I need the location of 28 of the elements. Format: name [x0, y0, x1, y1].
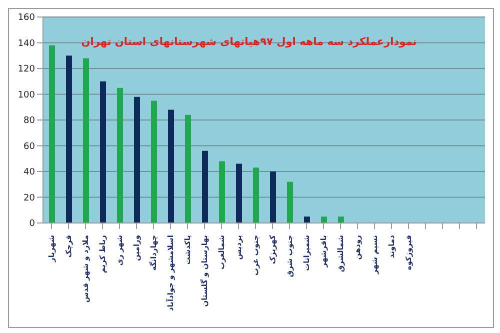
y-tick-label: 80: [24, 116, 36, 126]
bar: [338, 216, 344, 223]
bar: [304, 216, 310, 223]
bar: [168, 110, 174, 223]
y-tick-label: 40: [24, 168, 36, 178]
bar: [321, 216, 327, 223]
y-tick-label: 60: [24, 142, 36, 152]
bar: [219, 161, 225, 223]
bar: [270, 172, 276, 223]
y-tick-label: 20: [24, 193, 36, 204]
bar: [66, 56, 72, 223]
y-tick-label: 0: [29, 219, 36, 230]
bar: [253, 168, 259, 223]
y-tick-label: 140: [18, 38, 36, 49]
bar: [287, 182, 293, 223]
bar: [134, 96, 140, 223]
y-tick-label: 160: [18, 13, 36, 24]
text: نمودارعملکرد سه ماهه اول ۹۷هیاتهای شهرستانهای استان تهران: [81, 36, 417, 48]
bar: [83, 58, 89, 223]
bar: [100, 81, 106, 223]
y-tick-label: 120: [18, 64, 36, 75]
bar: [151, 100, 157, 223]
y-tick-label: 100: [18, 90, 36, 100]
bar: [236, 164, 242, 223]
bar: [49, 45, 55, 223]
bar: [117, 88, 123, 223]
bar: [202, 150, 208, 223]
bar: [185, 114, 191, 223]
